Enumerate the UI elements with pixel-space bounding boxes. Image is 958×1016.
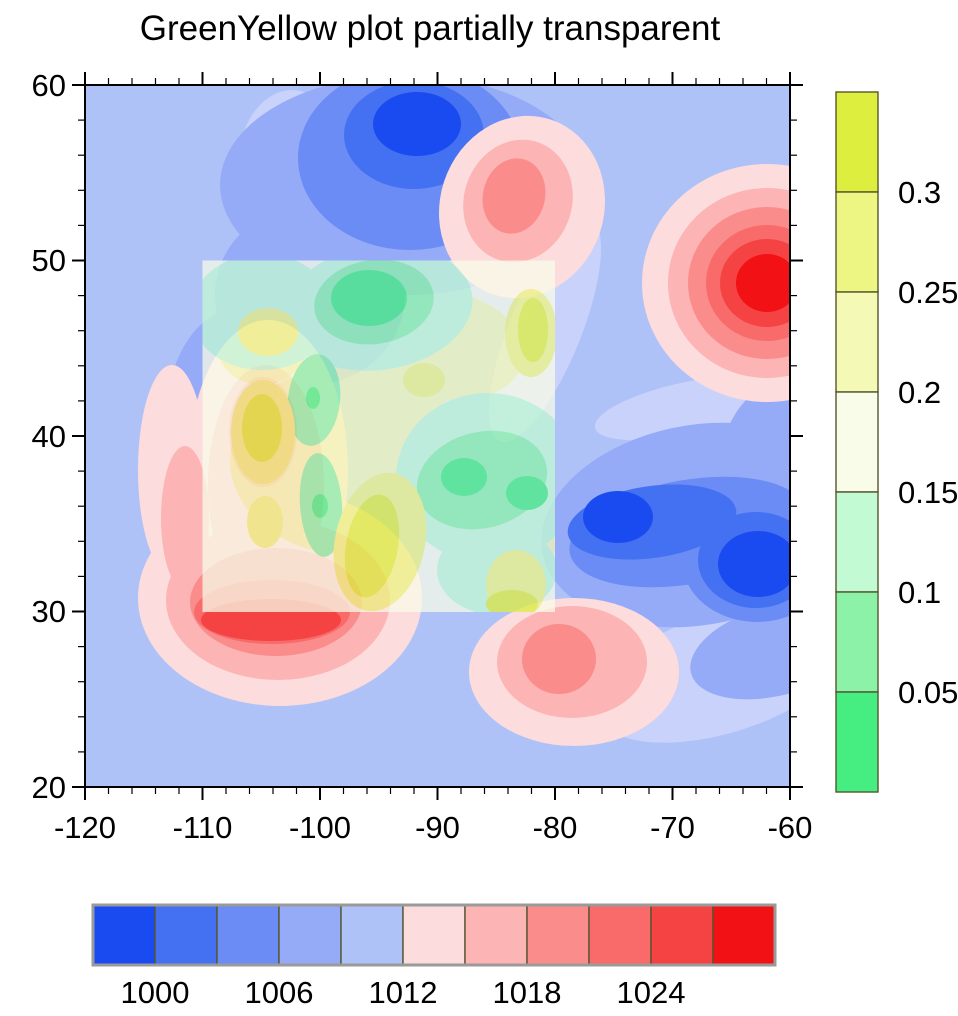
overlay-yellow-cores: [242, 298, 548, 612]
bottom-pink-high: [469, 598, 679, 746]
bottom-colorbar-label: 1012: [369, 975, 438, 1010]
y-axis-labels: 60 50 40 30 20: [32, 68, 66, 805]
chart-title: GreenYellow plot partially transparent: [140, 9, 721, 48]
x-tick-label: -80: [533, 810, 578, 845]
colorbar-cell: [216, 904, 280, 966]
bottom-colorbar: [92, 904, 776, 966]
x-axis-labels: -120 -110 -100 -90 -80 -70 -60: [54, 810, 812, 845]
x-tick-label: -70: [650, 810, 695, 845]
bottom-colorbar-label: 1024: [617, 975, 686, 1010]
right-colorbar-label: 0.1: [898, 575, 941, 610]
x-tick-label: -100: [289, 810, 351, 845]
colorbar-cell: [835, 291, 879, 393]
right-colorbar-label: 0.2: [898, 375, 941, 410]
colorbar-cell: [650, 904, 714, 966]
right-colorbar: [835, 91, 879, 793]
right-colorbar-label: 0.25: [898, 275, 958, 310]
y-tick-label: 50: [32, 243, 66, 278]
x-tick-label: -120: [54, 810, 116, 845]
right-colorbar-label: 0.15: [898, 475, 958, 510]
y-tick-label: 60: [32, 68, 66, 103]
bottom-colorbar-label: 1018: [493, 975, 562, 1010]
right-red-high: [642, 164, 790, 402]
colorbar-cell: [712, 904, 776, 966]
bottom-colorbar-label: 1006: [245, 975, 314, 1010]
colorbar-cell: [835, 491, 879, 593]
bottom-colorbar-frame: [91, 903, 777, 967]
x-tick-label: -90: [415, 810, 460, 845]
colorbar-cell: [835, 91, 879, 193]
right-blue-lows: [567, 476, 790, 622]
bottom-colorbar-labels: 1000 1006 1012 1018 1024: [121, 975, 686, 1010]
x-tick-label: -110: [173, 810, 233, 845]
y-tick-label: 20: [32, 770, 66, 805]
colorbar-cell: [278, 904, 342, 966]
right-colorbar-labels: 0.3 0.25 0.2 0.15 0.1 0.05: [898, 175, 958, 710]
colorbar-cell: [154, 904, 218, 966]
colorbar-cell: [835, 191, 879, 293]
y-tick-label: 30: [32, 594, 66, 629]
y-tick-label: 40: [32, 419, 66, 454]
plot-border: [84, 84, 791, 788]
colorbar-cell: [835, 691, 879, 793]
right-colorbar-label: 0.3: [898, 175, 941, 210]
colorbar-cell: [588, 904, 652, 966]
bottom-colorbar-label: 1000: [121, 975, 190, 1010]
colorbar-cell: [402, 904, 466, 966]
axis-ticks: [72, 72, 803, 800]
colorbar-cell: [835, 391, 879, 493]
upper-pink-high: [438, 115, 606, 299]
colorbar-cell: [464, 904, 528, 966]
colorbar-cell: [526, 904, 590, 966]
x-tick-label: -60: [768, 810, 813, 845]
colorbar-cell: [92, 904, 156, 966]
greenyellow-overlay: [202, 260, 555, 612]
right-colorbar-label: 0.05: [898, 675, 958, 710]
colorbar-cell: [835, 591, 879, 693]
colorbar-cell: [340, 904, 404, 966]
overlay-green-cores: [306, 270, 548, 518]
